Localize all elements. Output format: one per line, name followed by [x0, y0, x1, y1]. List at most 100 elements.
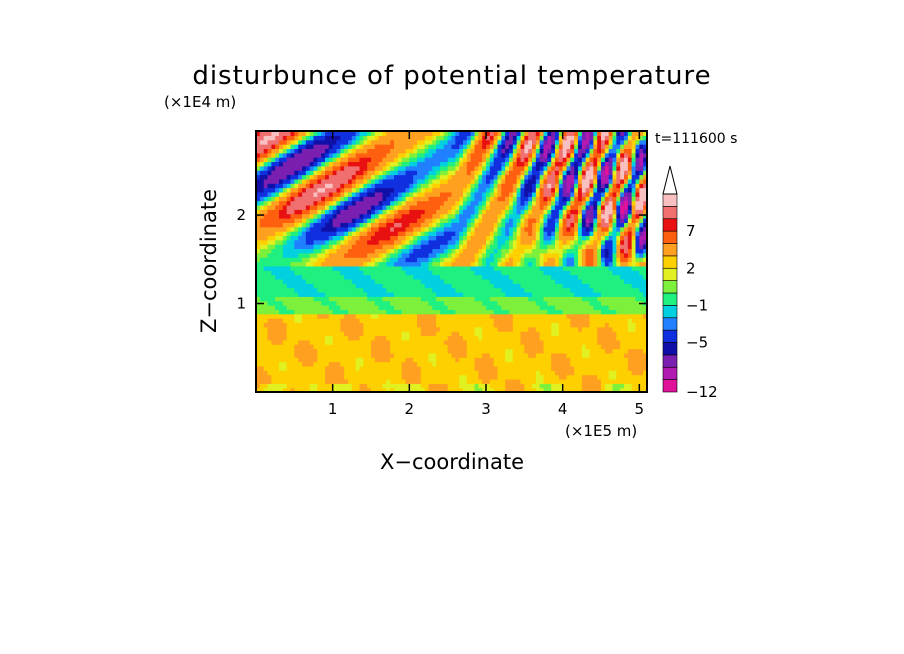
field-cell [627, 278, 633, 284]
field-cell [294, 200, 299, 206]
field-cell [259, 235, 265, 241]
field-cell [321, 278, 326, 284]
field-cell [624, 278, 629, 284]
field-cell [543, 196, 548, 202]
field-cell [608, 213, 614, 219]
field-cell [413, 374, 418, 380]
field-cell [555, 235, 560, 241]
field-cell [463, 291, 468, 297]
field-cell [359, 265, 364, 271]
field-cell [263, 183, 269, 189]
field-cell [298, 239, 303, 245]
field-cell [355, 178, 361, 184]
field-cell [405, 204, 410, 210]
field-cell [298, 235, 303, 241]
field-cell [639, 231, 644, 236]
field-cell [282, 287, 288, 293]
field-cell [547, 344, 552, 350]
field-cell [608, 252, 614, 258]
field-cell [631, 183, 637, 189]
field-cell [635, 374, 640, 380]
field-cell [489, 296, 495, 302]
field-cell [489, 331, 495, 337]
field-cell [348, 296, 353, 302]
field-cell [597, 331, 602, 337]
field-cell [325, 348, 330, 354]
field-cell [578, 300, 583, 306]
field-cell [597, 244, 602, 250]
field-cell [313, 265, 318, 271]
field-cell [601, 191, 606, 197]
field-cell [394, 178, 399, 184]
field-cell [631, 305, 637, 310]
field-cell [371, 248, 376, 254]
field-cell [581, 183, 587, 189]
field-cell [355, 196, 361, 202]
field-cell [493, 365, 499, 371]
field-cell [551, 244, 556, 250]
field-cell [509, 196, 514, 202]
field-cell [620, 378, 625, 384]
field-cell [279, 248, 284, 254]
field-cell [627, 322, 633, 328]
field-cell [466, 257, 472, 263]
field-cell [279, 191, 284, 197]
field-cell [482, 322, 487, 328]
field-cell [309, 231, 315, 236]
field-cell [256, 331, 261, 337]
field-cell [639, 200, 644, 206]
field-cell [321, 370, 326, 376]
field-cell [501, 339, 506, 345]
field-cell [271, 383, 276, 389]
field-cell [359, 331, 364, 337]
field-cell [428, 183, 433, 189]
field-cell [558, 374, 564, 380]
field-cell [447, 352, 453, 358]
field-cell [512, 383, 518, 389]
field-cell [543, 374, 548, 380]
field-cell [409, 326, 414, 332]
field-cell [305, 244, 311, 250]
field-cell [455, 335, 460, 341]
field-cell [620, 270, 625, 276]
field-cell [643, 278, 647, 284]
field-cell [405, 218, 410, 223]
field-cell [539, 361, 545, 367]
field-cell [616, 222, 621, 228]
field-cell [317, 187, 322, 193]
field-cell [340, 365, 345, 371]
field-cell [256, 248, 261, 254]
field-cell [566, 196, 571, 202]
field-cell [436, 344, 441, 350]
field-cell [620, 313, 625, 319]
field-cell [635, 222, 640, 228]
field-cell [420, 196, 426, 202]
field-cell [466, 218, 472, 223]
field-cell [570, 200, 575, 206]
field-cell [371, 326, 376, 332]
field-cell [374, 331, 380, 337]
field-cell [459, 361, 464, 367]
field-cell [259, 200, 265, 206]
field-cell [524, 318, 529, 323]
field-cell [282, 296, 288, 302]
field-cell [516, 296, 522, 302]
field-cell [405, 209, 410, 215]
field-cell [489, 370, 495, 376]
field-cell [555, 291, 560, 297]
field-cell [608, 287, 614, 293]
field-cell [286, 270, 292, 276]
field-cell [374, 383, 380, 389]
field-cell [451, 209, 456, 215]
field-cell [443, 187, 449, 193]
field-cell [390, 218, 395, 223]
field-cell [355, 361, 361, 367]
field-cell [279, 313, 284, 319]
field-cell [378, 374, 384, 380]
field-cell [397, 309, 403, 315]
field-cell [451, 244, 456, 250]
field-cell [478, 248, 483, 254]
field-cell [528, 387, 533, 392]
field-cell [424, 352, 430, 358]
field-cell [635, 318, 640, 323]
